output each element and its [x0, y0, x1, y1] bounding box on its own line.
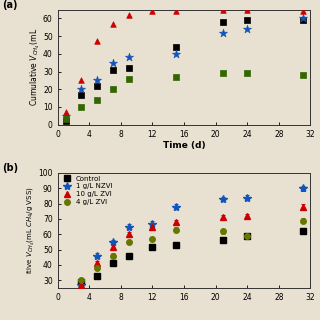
Point: [79, 78, 84, 83]
Point: [300, 16, 305, 21]
Point: [173, 74, 179, 79]
Point: [110, 60, 116, 65]
Point: [244, 7, 250, 12]
Point: [94, 97, 100, 102]
Point: [173, 9, 179, 14]
Point: [221, 20, 226, 25]
Text: (b): (b): [2, 163, 18, 173]
Point: [221, 7, 226, 12]
Point: [126, 66, 131, 71]
Legend: Control, 1 g/L NZVI, 10 g/L ZVI, 4 g/L ZVI: Control, 1 g/L NZVI, 10 g/L ZVI, 4 g/L Z…: [60, 175, 113, 206]
Point: [173, 44, 179, 49]
Point: [300, 73, 305, 78]
Point: [79, 87, 84, 92]
Point: [63, 110, 68, 115]
Point: [244, 18, 250, 23]
Point: [126, 12, 131, 18]
Point: [79, 104, 84, 109]
Point: [173, 51, 179, 56]
Point: [244, 71, 250, 76]
Point: [110, 67, 116, 72]
X-axis label: Time (d): Time (d): [163, 141, 205, 150]
Point: [150, 9, 155, 14]
Point: [94, 83, 100, 88]
Y-axis label: itive $V_{CH_4}$(mL $CH_4$/g VSS): itive $V_{CH_4}$(mL $CH_4$/g VSS): [26, 187, 37, 274]
Point: [63, 118, 68, 124]
Point: [126, 76, 131, 81]
Point: [244, 27, 250, 32]
Point: [126, 55, 131, 60]
Point: [63, 113, 68, 118]
Point: [300, 18, 305, 23]
Point: [94, 78, 100, 83]
Y-axis label: Cumulative $V_{CH_4}$(mL: Cumulative $V_{CH_4}$(mL: [28, 28, 42, 106]
Point: [110, 21, 116, 26]
Point: [300, 9, 305, 14]
Text: (a): (a): [2, 0, 18, 10]
Point: [79, 92, 84, 97]
Point: [221, 71, 226, 76]
Point: [110, 87, 116, 92]
Point: [94, 39, 100, 44]
Point: [221, 30, 226, 35]
Point: [63, 117, 68, 122]
